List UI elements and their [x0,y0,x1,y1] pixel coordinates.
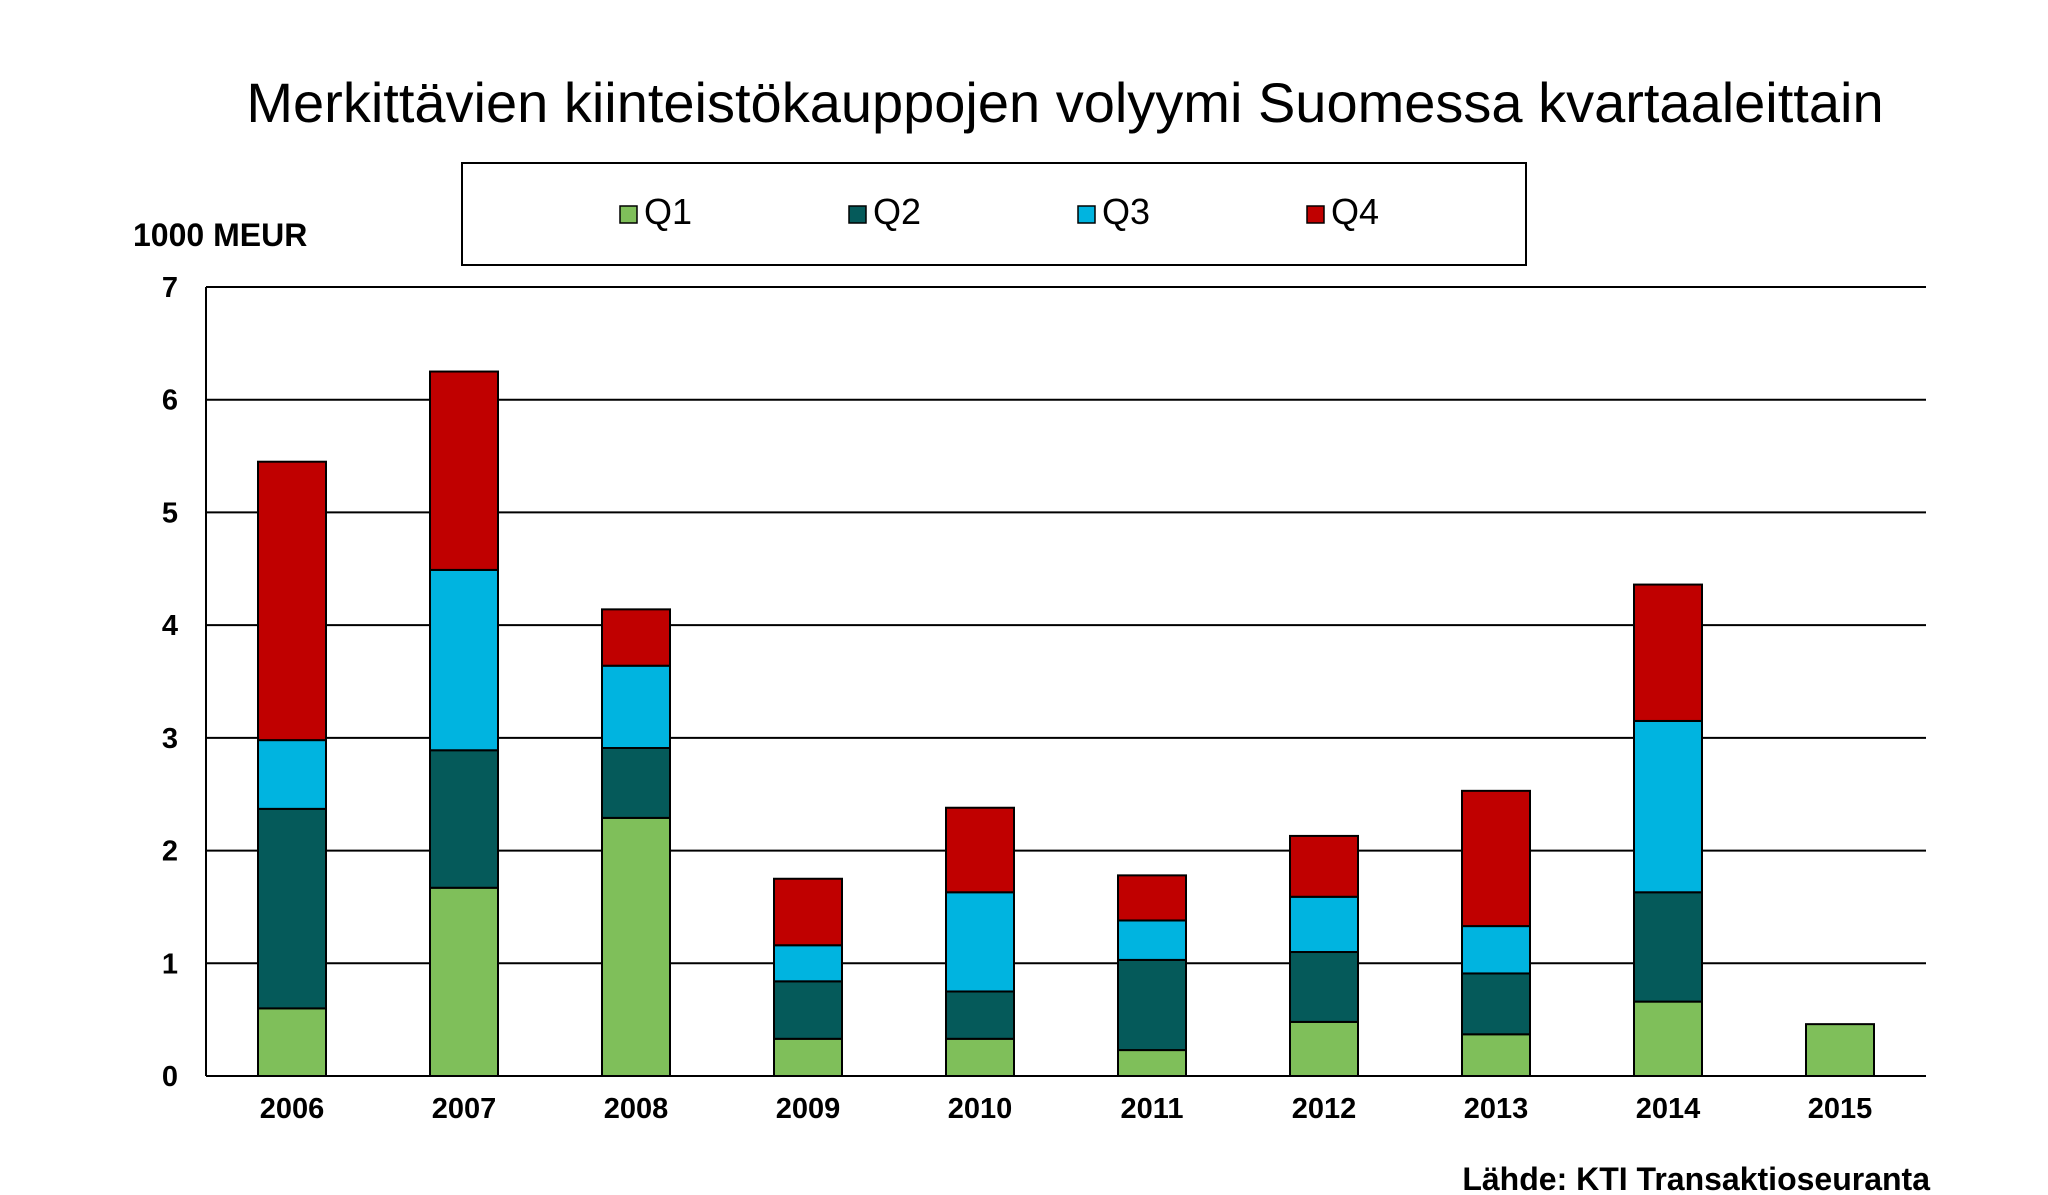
y-tick-label-7: 7 [162,272,178,304]
x-tick-label-2013: 2013 [1464,1093,1529,1125]
x-tick-label-2007: 2007 [432,1093,497,1125]
x-tick-label-2010: 2010 [948,1093,1013,1125]
bar-2012-q2 [1289,951,1359,1023]
bar-2013-q2 [1461,972,1531,1036]
legend: Q1 Q2 Q3 Q4 [619,191,1379,232]
bar-2006-q3 [257,739,327,810]
axes [205,287,1926,1077]
y-tick-label-0: 0 [162,1061,178,1093]
bar-2006-q4 [257,460,327,742]
y-tick-label-4: 4 [162,610,178,642]
bar-2010-q2 [945,990,1015,1040]
bar-2007-q3 [429,568,499,752]
bar-2007-q1 [429,886,499,1078]
x-axis-ticks: 2006 2007 2008 2009 2010 2011 2012 2013 2014 2015 [260,1093,1873,1125]
x-tick-label-2006: 2006 [260,1093,325,1125]
legend-box [461,162,1527,266]
x-tick-label-2008: 2008 [604,1093,669,1125]
legend-swatch-q1 [619,205,638,224]
bar-2010-q4 [945,806,1015,894]
x-tick-label-2011: 2011 [1121,1093,1184,1125]
bar-2006-q2 [257,807,327,1010]
bar-2014-q3 [1633,719,1703,894]
bar-2013-q1 [1461,1033,1531,1077]
legend-swatch-q3 [1077,205,1096,224]
y-tick-label-1: 1 [162,948,178,980]
bar-2011-q4 [1117,874,1187,922]
bar-2011-q2 [1117,958,1187,1052]
y-tick-label-3: 3 [162,723,178,755]
bar-2010-q1 [945,1037,1015,1078]
bar-2009-q4 [773,877,843,947]
legend-label-q3: Q3 [1102,191,1150,232]
bar-2014-q2 [1633,891,1703,1003]
bar-2010-q3 [945,891,1015,993]
bar-2008-q4 [601,608,671,667]
bars [257,370,1875,1078]
bar-2013-q3 [1461,925,1531,975]
y-tick-label-2: 2 [162,836,178,868]
bar-2008-q1 [601,816,671,1077]
bar-2009-q1 [773,1037,843,1078]
bar-2007-q4 [429,370,499,571]
legend-swatch-q4 [1306,205,1325,224]
bar-2008-q3 [601,664,671,750]
bar-2009-q2 [773,980,843,1040]
bar-2008-q2 [601,747,671,819]
x-tick-label-2015: 2015 [1808,1093,1873,1125]
y-axis-unit-label: 1000 MEUR [133,217,307,253]
bar-2015-q1 [1805,1023,1875,1078]
x-tick-label-2012: 2012 [1292,1093,1357,1125]
bar-2011-q1 [1117,1049,1187,1077]
y-axis-ticks: 0 1 2 3 4 5 6 7 [162,272,178,1093]
x-tick-label-2009: 2009 [776,1093,841,1125]
legend-swatch-q2 [848,205,867,224]
bar-2014-q4 [1633,583,1703,722]
legend-label-q1: Q1 [644,191,692,232]
bar-2012-q3 [1289,895,1359,954]
bar-2012-q4 [1289,834,1359,898]
bar-2009-q3 [773,944,843,983]
bar-2014-q1 [1633,1000,1703,1078]
bar-2012-q1 [1289,1020,1359,1078]
y-tick-label-6: 6 [162,385,178,417]
legend-label-q4: Q4 [1331,191,1379,232]
bar-2006-q1 [257,1007,327,1077]
bar-2013-q4 [1461,789,1531,928]
bar-2011-q3 [1117,919,1187,961]
legend-label-q2: Q2 [873,191,921,232]
chart-title: Merkittävien kiinteistökauppojen volyymi… [246,71,1883,134]
bar-2007-q2 [429,749,499,889]
x-tick-label-2014: 2014 [1636,1093,1701,1125]
y-tick-label-5: 5 [162,497,178,529]
source-note: Lähde: KTI Transaktioseuranta [1462,1161,1930,1195]
